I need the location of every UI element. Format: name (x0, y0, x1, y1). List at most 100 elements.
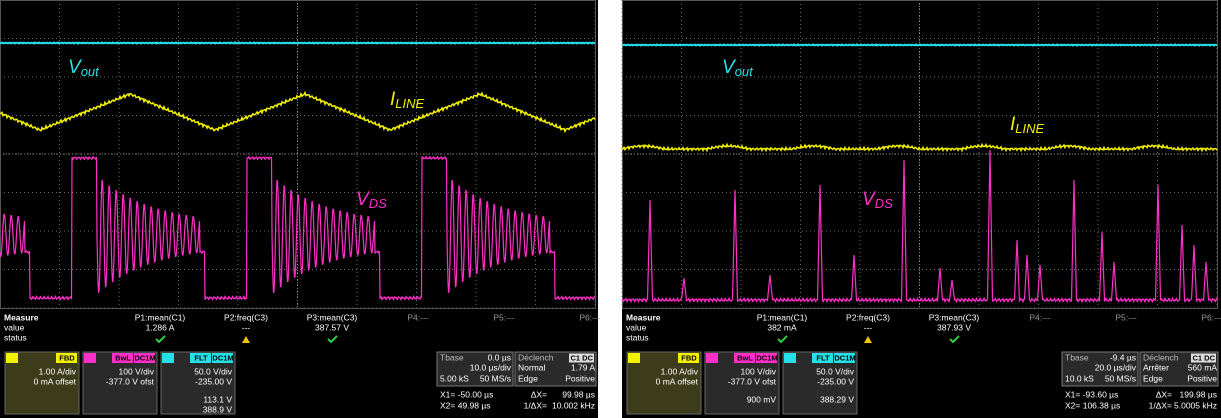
channel-tag: FBD (59, 353, 75, 362)
measure-row-label: value (4, 322, 25, 332)
channel-swatch (628, 353, 640, 363)
label-sub: out (735, 64, 754, 79)
param-name: P1:mean(C1) (757, 312, 808, 322)
timebase-samples: 5.00 kS (440, 373, 469, 383)
channel-tag: FBD (681, 353, 697, 362)
label-sub: LINE (1015, 121, 1044, 136)
timebase-delay: 0.0 µs (488, 352, 511, 362)
timebase-div: 10.0 µs/div (470, 362, 512, 372)
param-value: --- (242, 322, 251, 332)
channel-setting: 1.00 A/div (661, 366, 699, 376)
trigger-label: Déclench (1143, 352, 1179, 362)
cursor-delta-value: 5.0005 kHz (1174, 400, 1217, 410)
channel-tag: FLT (816, 353, 830, 362)
channel-setting: 100 V/div (119, 366, 155, 376)
channel-tag: DC1M (212, 353, 233, 362)
timebase-rate: 50 MS/s (1105, 373, 1136, 383)
trace-vout (622, 44, 1217, 45)
channel-setting: -235.00 V (195, 376, 232, 386)
channel-tag: BwL (737, 353, 753, 362)
label-sub: DS (369, 196, 387, 211)
cursor-position: X2= 49.98 µs (440, 400, 491, 410)
trigger-slope: Positive (565, 373, 595, 383)
channel-setting: -377.0 V ofst (728, 376, 777, 386)
param-value: 1.286 A (146, 322, 175, 332)
channel-setting: 100 V/div (741, 366, 777, 376)
param-value: --- (864, 322, 873, 332)
timebase-label: Tbase (1065, 352, 1089, 362)
label-sub: DS (875, 196, 893, 211)
timebase-div: 20.0 µs/div (1095, 362, 1137, 372)
cursor-delta-label: ΔX= (1156, 389, 1172, 399)
param-value: 387.57 V (315, 322, 349, 332)
cursor-delta-value: 99.98 µs (562, 389, 595, 399)
cursor-delta-value: 199.98 µs (1179, 389, 1217, 399)
trigger-label: Déclench (518, 352, 554, 362)
trigger-type: Edge (518, 373, 538, 383)
timebase-samples: 10.0 kS (1065, 373, 1094, 383)
cursor-delta-label: 1/ΔX= (1149, 400, 1172, 410)
channel-swatch (784, 353, 796, 363)
measure-row-label: status (626, 332, 649, 342)
param-name: P1:mean(C1) (135, 312, 186, 322)
trigger-mode: Arrêter (1143, 362, 1169, 372)
measure-row-label: Measure (626, 312, 661, 322)
timebase-rate: 50 MS/s (480, 373, 511, 383)
trigger-level: 1.79 A (571, 362, 595, 372)
label-sub: LINE (395, 96, 424, 111)
screenshot: VoutILINEVDSMeasurevaluestatusP1:mean(C1… (0, 0, 1221, 418)
timebase-label: Tbase (440, 352, 464, 362)
param-name: P3:mean(C3) (307, 312, 358, 322)
channel-readout: 900 mV (747, 394, 777, 404)
channel-swatch (84, 353, 96, 363)
channel-setting: 0 mA offset (656, 376, 699, 386)
trigger-type: Edge (1143, 373, 1163, 383)
label-sub: out (81, 64, 100, 79)
trigger-level: 560 mA (1188, 362, 1218, 372)
param-name: P4:--- (1029, 312, 1050, 322)
channel-setting: 50.0 V/div (816, 366, 855, 376)
channel-tag: DC1M (756, 353, 777, 362)
channel-swatch (162, 353, 174, 363)
param-name: P6:--- (579, 312, 600, 322)
cursor-position: X1= -93.60 µs (1065, 389, 1118, 399)
channel-tag: DC1M (834, 353, 855, 362)
param-name: P5:--- (1115, 312, 1136, 322)
cursor-delta-label: ΔX= (531, 389, 547, 399)
channel-setting: 1.00 A/div (39, 366, 77, 376)
cursor-delta-value: 10.002 kHz (552, 400, 595, 410)
channel-readout: 388.29 V (820, 394, 854, 404)
channel-swatch (6, 353, 18, 363)
channel-setting: 50.0 V/div (194, 366, 233, 376)
scope-panel: VoutILINEVDSMeasurevaluestatusP1:mean(C1… (622, 0, 1221, 418)
trigger-source: C1 DC (1192, 353, 1215, 362)
channel-tag: DC1M (134, 353, 155, 362)
trigger-source: C1 DC (570, 353, 593, 362)
param-value: 387.93 V (937, 322, 971, 332)
channel-readout: 113.1 V (203, 394, 232, 404)
param-name: P3:mean(C3) (929, 312, 980, 322)
channel-setting: 0 mA offset (34, 376, 77, 386)
param-name: P2:freq(C3) (224, 312, 268, 322)
channel-readout: 388.9 V (203, 404, 233, 414)
channel-setting: -377.0 V ofst (106, 376, 155, 386)
trigger-slope: Positive (1187, 373, 1217, 383)
param-name: P6:--- (1201, 312, 1221, 322)
timebase-delay: -9.4 µs (1110, 352, 1136, 362)
cursor-delta-label: 1/ΔX= (524, 400, 547, 410)
channel-tag: FLT (194, 353, 208, 362)
measure-row-label: value (626, 322, 647, 332)
param-value: 382 mA (767, 322, 797, 332)
measure-row-label: status (4, 332, 27, 342)
param-name: P4:--- (407, 312, 428, 322)
cursor-position: X1= -50.00 µs (440, 389, 493, 399)
channel-swatch (706, 353, 718, 363)
scope-panel: VoutILINEVDSMeasurevaluestatusP1:mean(C1… (0, 0, 601, 418)
trigger-mode: Normal (518, 362, 546, 372)
cursor-position: X2= 106.38 µs (1065, 400, 1120, 410)
channel-tag: BwL (115, 353, 131, 362)
param-name: P5:--- (493, 312, 514, 322)
channel-setting: -235.00 V (817, 376, 854, 386)
trace-vout (0, 42, 595, 43)
measure-row-label: Measure (4, 312, 39, 322)
